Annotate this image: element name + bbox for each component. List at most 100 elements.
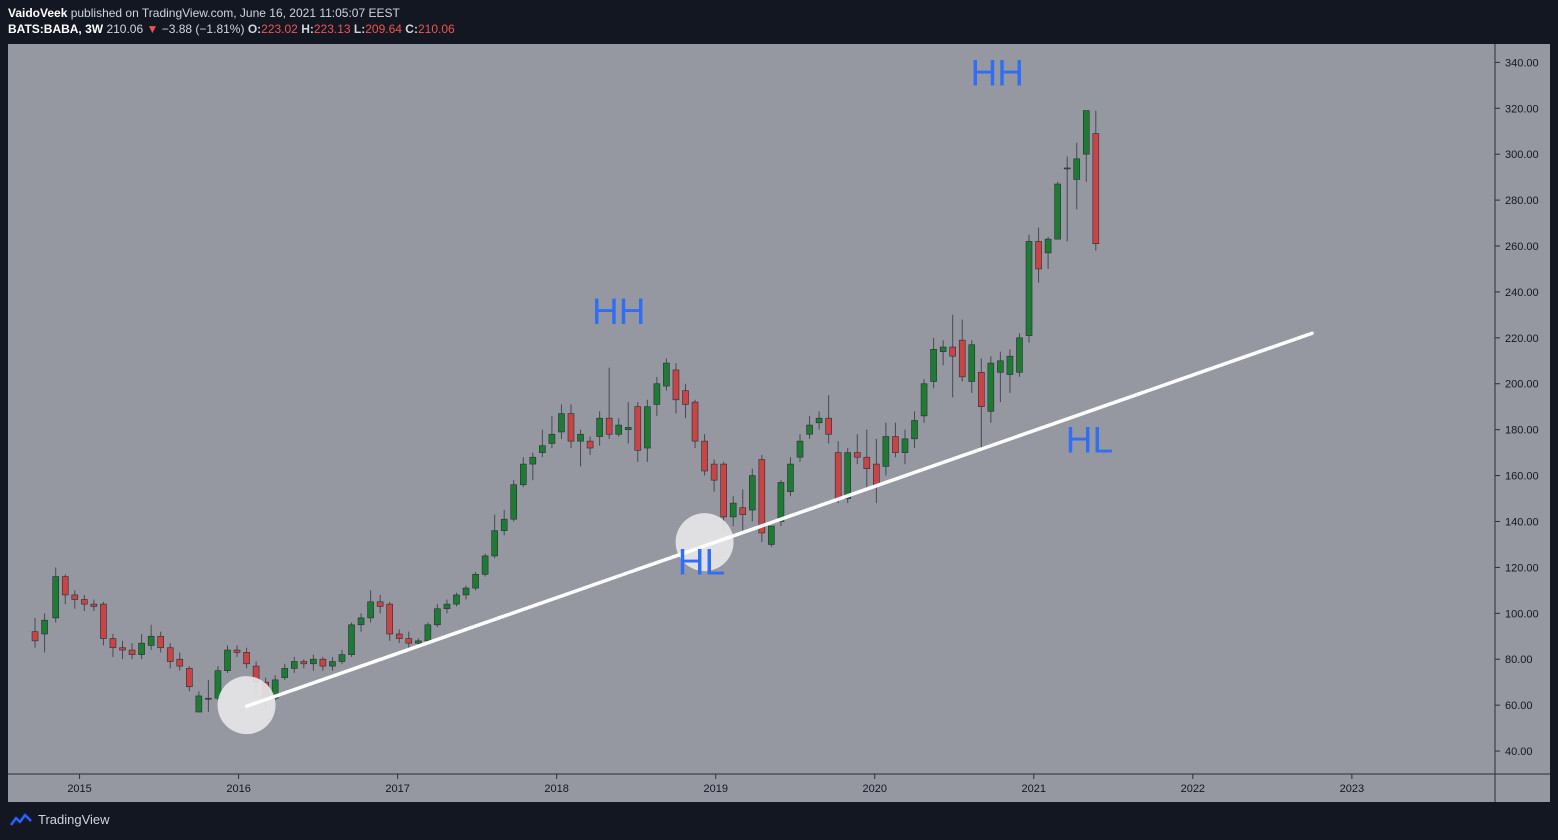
x-tick-label: 2019 (703, 783, 727, 795)
candle-up (491, 530, 498, 557)
x-tick-label: 2018 (544, 783, 568, 795)
candle-down (863, 456, 871, 469)
y-tick-label: 340.00 (1505, 57, 1539, 69)
high-value: 223.13 (313, 22, 351, 36)
candle-down (758, 459, 766, 534)
candle-down (682, 390, 689, 405)
tradingview-logo-icon (10, 813, 32, 826)
candle-down (31, 631, 39, 642)
close-value: 210.06 (417, 22, 455, 36)
open-label: O: (247, 22, 262, 36)
y-tick-label: 320.00 (1505, 103, 1539, 115)
annotation-label: HL (1066, 420, 1113, 461)
footer-brand: TradingView (38, 812, 110, 827)
candle-up (615, 424, 623, 435)
candle-up (768, 525, 775, 545)
candle-up (1025, 241, 1033, 336)
candle-up (748, 475, 756, 511)
y-tick-label: 80.00 (1505, 654, 1533, 666)
annotation-label: HH (592, 291, 645, 332)
candle-up (911, 420, 918, 440)
published-text: published on TradingView.com, June 16, 2… (67, 6, 400, 20)
candle-down (81, 599, 88, 605)
candle-up (558, 413, 565, 433)
candle-down (586, 440, 594, 449)
candle-up (1054, 183, 1061, 240)
candle-up (357, 617, 365, 626)
candle-up (519, 463, 527, 486)
candle-down (109, 638, 117, 649)
close-label: C: (405, 22, 418, 36)
candle-down (567, 413, 575, 442)
y-tick-label: 180.00 (1505, 425, 1539, 437)
candle-up (472, 573, 479, 589)
candle-up (920, 383, 928, 417)
candle-down (157, 635, 164, 649)
last-price: 210.06 (106, 22, 144, 36)
candle-down (166, 647, 174, 662)
candle-down (395, 633, 403, 639)
y-tick-label: 40.00 (1505, 746, 1533, 758)
y-tick-label: 100.00 (1505, 608, 1539, 620)
candle-up (329, 661, 336, 667)
candle-down (1035, 241, 1042, 270)
candle-up (1063, 167, 1071, 170)
candle-up (52, 576, 60, 619)
candle-down (634, 406, 642, 451)
candle-down (405, 638, 413, 644)
candle-up (882, 436, 890, 467)
candle-up (415, 640, 422, 644)
candle-down (186, 668, 193, 688)
chart-header: VaidoVeek published on TradingView.com, … (8, 5, 455, 37)
candle-down (949, 346, 956, 357)
x-tick-label: 2020 (863, 783, 887, 795)
candle-down (1092, 133, 1100, 245)
candle-up (663, 362, 670, 387)
candle-up (434, 608, 441, 626)
candle-down (739, 507, 747, 515)
candle-up (787, 463, 794, 492)
candle-down (233, 649, 241, 653)
candle-up (644, 406, 651, 449)
candle-up (310, 658, 317, 665)
candle-up (997, 360, 1004, 373)
low-value: 209.64 (365, 22, 402, 36)
author-name[interactable]: VaidoVeek (8, 6, 68, 20)
candle-up (281, 668, 289, 678)
candle-up (930, 349, 937, 382)
candle-down (90, 603, 98, 607)
candle-up (796, 440, 804, 458)
change-arrow-icon: ▼ (146, 22, 159, 36)
candle-up (968, 344, 976, 382)
candle-up (815, 417, 823, 424)
footer: TradingView (10, 812, 110, 827)
annotation-label: HL (678, 541, 725, 582)
low-label: L: (353, 22, 366, 36)
y-tick-label: 260.00 (1505, 241, 1539, 253)
candle-up (653, 383, 661, 405)
candle-down (128, 649, 136, 655)
candle-down (176, 658, 184, 667)
x-tick-label: 2015 (67, 783, 91, 795)
high-label: H: (301, 22, 314, 36)
y-tick-label: 300.00 (1505, 149, 1539, 161)
candle-up (1016, 337, 1023, 373)
candle-up (443, 603, 451, 610)
candle-down (873, 463, 880, 486)
candle-up (510, 484, 518, 520)
candle-down (71, 594, 79, 600)
candle-up (901, 438, 909, 453)
candle-down (978, 371, 985, 408)
candle-down (672, 369, 680, 401)
candle-up (290, 661, 298, 669)
open-value: 223.02 (261, 22, 298, 36)
publish-info: VaidoVeek published on TradingView.com, … (8, 5, 455, 21)
time-axis (8, 774, 1495, 802)
candle-up (338, 654, 346, 662)
candle-up (195, 695, 203, 713)
candle-up (729, 502, 737, 518)
price-axis (1495, 44, 1550, 802)
candle-up (41, 619, 48, 635)
trendline (244, 331, 1314, 709)
